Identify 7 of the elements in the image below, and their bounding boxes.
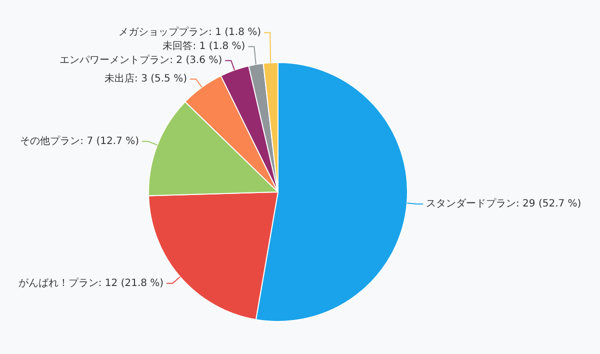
slice-label: メガショッププラン: 1 (1.8 %) [118, 26, 262, 38]
slice-label: 未回答: 1 (1.8 %) [162, 40, 246, 52]
slice-label: がんばれ！プラン: 12 (21.8 %) [18, 276, 164, 289]
slice-label: 未出店: 3 (5.5 %) [104, 72, 188, 85]
slice-label: その他プラン: 7 (12.7 %) [20, 134, 140, 147]
slice-label: エンパワーメントプラン: 2 (3.6 %) [60, 54, 222, 66]
slice-label: スタンダードプラン: 29 (52.7 %) [426, 198, 582, 210]
